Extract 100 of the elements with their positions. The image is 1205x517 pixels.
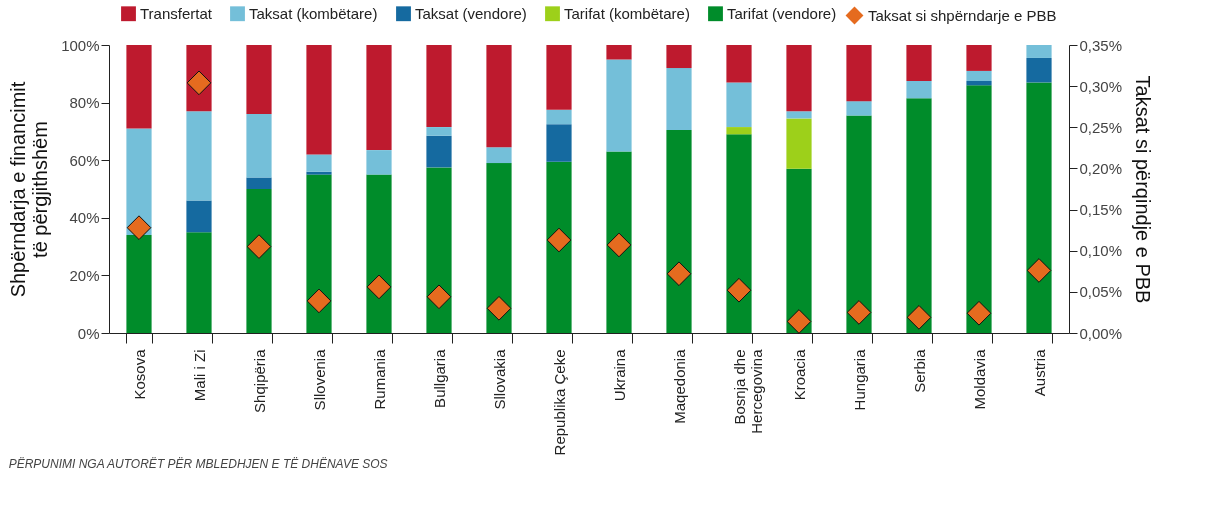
point xyxy=(486,295,512,321)
y2-tick-label: 0,30% xyxy=(1079,77,1123,95)
x-tick-label: Mali i Zi xyxy=(190,349,208,402)
bar xyxy=(306,45,332,155)
bar xyxy=(966,81,992,86)
bar xyxy=(846,115,872,333)
bar xyxy=(726,82,752,128)
bar xyxy=(366,150,392,175)
text: PËRPUNIMI NGA AUTORËT PËR MBLEDHJEN E TË DHËNAVE SOS xyxy=(8,456,388,471)
bar xyxy=(426,127,452,136)
y2-tick-label: 0,05% xyxy=(1079,283,1123,301)
bar xyxy=(426,45,452,128)
bar xyxy=(846,45,872,102)
x-tick-label: Serbia xyxy=(910,348,928,393)
legend-label: Transfertat xyxy=(140,4,213,22)
bar xyxy=(306,174,332,333)
bar xyxy=(606,45,632,60)
bar xyxy=(846,101,872,116)
bar xyxy=(246,177,272,189)
bar xyxy=(126,45,152,129)
bar xyxy=(186,111,212,201)
bar xyxy=(666,129,692,333)
bar xyxy=(786,111,812,119)
bar xyxy=(666,68,692,130)
legend-label: Taksat (vendore) xyxy=(415,4,527,22)
y2-tick-label: 0,25% xyxy=(1079,118,1123,136)
point xyxy=(606,232,632,258)
x-tick-label: Sllovakia xyxy=(490,348,508,410)
bar xyxy=(906,98,932,333)
bar xyxy=(726,134,752,333)
x-tick-label: Maqedonia xyxy=(670,348,688,424)
x-tick-label: Hungaria xyxy=(850,348,868,411)
bar xyxy=(786,168,812,333)
bar xyxy=(726,45,752,83)
point xyxy=(426,284,452,310)
point xyxy=(666,261,692,287)
y-tick-label: 0% xyxy=(77,324,100,342)
x-tick-label: Kosova xyxy=(130,348,148,400)
bar xyxy=(306,171,332,175)
bar xyxy=(246,45,272,115)
bar xyxy=(1026,57,1052,83)
bar xyxy=(546,45,572,110)
y-tick-label: 60% xyxy=(69,151,100,169)
bar xyxy=(366,174,392,333)
legend-label: Tarifat (vendore) xyxy=(727,4,837,22)
point xyxy=(546,227,572,253)
x-tick-label: Austria xyxy=(1030,348,1048,397)
y-tick-label: 20% xyxy=(69,266,100,284)
x-tick-label: Rumania xyxy=(370,348,388,410)
point xyxy=(126,215,152,241)
bar xyxy=(426,167,452,333)
bar xyxy=(906,81,932,99)
point xyxy=(966,300,992,326)
x-tick-label: Republika Çeke xyxy=(550,349,568,456)
bar xyxy=(486,147,512,164)
point xyxy=(846,300,872,325)
x-tick-label: Ukraina xyxy=(610,348,628,402)
legend-label: Tarifat (kombëtare) xyxy=(564,4,690,22)
bar xyxy=(1026,82,1052,333)
y2-axis-title: Taksat si përqindje e PBB xyxy=(1132,75,1155,304)
bar xyxy=(606,151,632,333)
bar xyxy=(606,59,632,152)
y-tick-label: 80% xyxy=(69,94,100,112)
bar xyxy=(246,189,272,333)
y2-tick-label: 0,20% xyxy=(1079,159,1123,177)
point xyxy=(786,309,812,334)
bar xyxy=(486,45,512,148)
legend-label: Taksat si shpërndarje e PBB xyxy=(868,6,1057,24)
y-tick-label: 40% xyxy=(69,209,100,227)
x-tick-label: Bullgaria xyxy=(430,348,448,408)
bar xyxy=(546,161,572,333)
point xyxy=(186,70,212,96)
bar xyxy=(786,45,812,112)
point xyxy=(906,305,932,330)
x-tick-label: Shqipëria xyxy=(250,348,268,413)
x-tick-label: Moldavia xyxy=(970,348,988,410)
x-tick-label: Kroacia xyxy=(790,348,808,401)
bar xyxy=(366,45,392,151)
legend-label: Taksat (kombëtare) xyxy=(249,4,378,22)
bar xyxy=(546,109,572,125)
bar xyxy=(966,70,992,81)
bar xyxy=(126,235,152,333)
point xyxy=(246,234,272,259)
bar xyxy=(186,200,212,233)
y2-tick-label: 0,00% xyxy=(1079,324,1123,342)
bar xyxy=(906,45,932,81)
x-tick-label: Sllovenia xyxy=(310,348,328,411)
point xyxy=(306,288,332,314)
bar xyxy=(726,127,752,135)
bar xyxy=(546,124,572,162)
bar xyxy=(966,85,992,333)
y2-tick-label: 0,10% xyxy=(1079,242,1123,260)
y-axis-title: Shpërndarja e financimit të përgjithshëm xyxy=(7,81,52,298)
y-tick-label: 100% xyxy=(61,36,100,54)
bar xyxy=(426,135,452,168)
bar xyxy=(486,163,512,333)
y2-tick-label: 0,15% xyxy=(1079,201,1123,219)
bar xyxy=(1026,45,1052,58)
bar xyxy=(306,154,332,172)
point xyxy=(726,277,752,303)
